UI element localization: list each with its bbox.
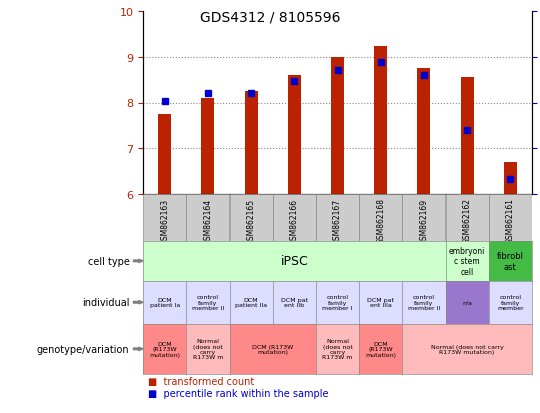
Bar bbox=[402, 194, 446, 242]
Text: Normal
(does not
carry
R173W m: Normal (does not carry R173W m bbox=[322, 338, 353, 360]
Text: Normal
(does not
carry
R173W m: Normal (does not carry R173W m bbox=[193, 338, 223, 360]
Text: GSM862165: GSM862165 bbox=[247, 198, 255, 244]
Bar bbox=[158, 114, 171, 194]
Bar bbox=[331, 58, 344, 194]
Text: individual: individual bbox=[82, 297, 130, 308]
Text: DCM
(R173W
mutation): DCM (R173W mutation) bbox=[149, 341, 180, 357]
Text: DCM pat
ent IIIa: DCM pat ent IIIa bbox=[367, 297, 394, 308]
Bar bbox=[504, 162, 517, 194]
Text: ■  percentile rank within the sample: ■ percentile rank within the sample bbox=[148, 388, 329, 398]
Text: DCM
(R173W
mutation): DCM (R173W mutation) bbox=[365, 341, 396, 357]
Text: cell type: cell type bbox=[87, 256, 130, 266]
Text: fibrobl
ast: fibrobl ast bbox=[497, 252, 524, 271]
Text: n/a: n/a bbox=[462, 300, 472, 305]
Bar bbox=[273, 194, 316, 242]
Text: control
family
member: control family member bbox=[497, 294, 524, 311]
Text: iPSC: iPSC bbox=[280, 255, 308, 268]
Text: control
family
member I: control family member I bbox=[322, 294, 353, 311]
Text: control
family
member II: control family member II bbox=[408, 294, 440, 311]
Bar bbox=[359, 194, 402, 242]
Text: GSM862167: GSM862167 bbox=[333, 198, 342, 244]
Text: DCM
patient Ia: DCM patient Ia bbox=[150, 297, 180, 308]
Text: GSM862169: GSM862169 bbox=[420, 198, 428, 244]
Text: DCM (R173W
mutation): DCM (R173W mutation) bbox=[252, 344, 293, 354]
Text: GSM862162: GSM862162 bbox=[463, 198, 471, 244]
Bar bbox=[316, 194, 359, 242]
Text: GSM862164: GSM862164 bbox=[204, 198, 212, 244]
Text: GDS4312 / 8105596: GDS4312 / 8105596 bbox=[200, 10, 340, 24]
Bar bbox=[143, 194, 186, 242]
Bar bbox=[201, 99, 214, 194]
Text: GSM862161: GSM862161 bbox=[506, 198, 515, 244]
Text: GSM862163: GSM862163 bbox=[160, 198, 169, 244]
Text: control
family
member II: control family member II bbox=[192, 294, 224, 311]
Bar bbox=[446, 194, 489, 242]
Bar bbox=[288, 76, 301, 194]
Text: GSM862168: GSM862168 bbox=[376, 198, 385, 244]
Text: embryoni
c stem
cell: embryoni c stem cell bbox=[449, 247, 485, 276]
Text: genotype/variation: genotype/variation bbox=[37, 344, 130, 354]
Bar bbox=[489, 194, 532, 242]
Text: DCM
patient IIa: DCM patient IIa bbox=[235, 297, 267, 308]
Bar bbox=[374, 47, 387, 194]
Text: Normal (does not carry
R173W mutation): Normal (does not carry R173W mutation) bbox=[431, 344, 503, 354]
Bar bbox=[230, 194, 273, 242]
Text: ■  transformed count: ■ transformed count bbox=[148, 376, 255, 386]
Bar bbox=[186, 194, 230, 242]
Text: DCM pat
ent IIb: DCM pat ent IIb bbox=[281, 297, 308, 308]
Bar bbox=[461, 78, 474, 194]
Bar bbox=[245, 92, 258, 194]
Text: GSM862166: GSM862166 bbox=[290, 198, 299, 244]
Bar bbox=[417, 69, 430, 194]
